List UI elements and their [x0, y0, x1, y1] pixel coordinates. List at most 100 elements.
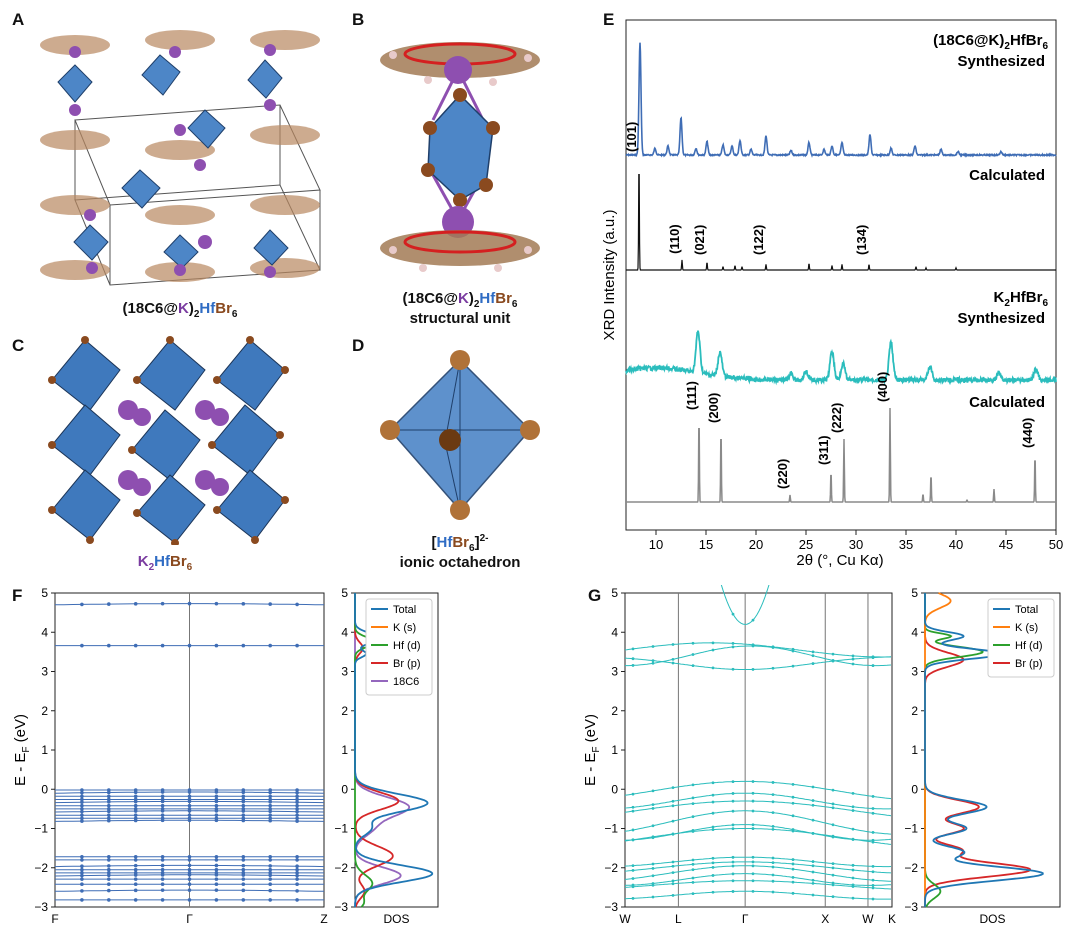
band-point	[751, 889, 755, 893]
band-point	[751, 860, 755, 864]
band-point	[80, 791, 84, 795]
band-point	[691, 868, 695, 872]
band-point	[241, 799, 246, 804]
xrd-labels: (18C6@K)2HfBr6SynthesizedCalculated(101)…	[624, 32, 1048, 489]
dos-y-tick-label: 0	[911, 782, 918, 796]
xrd-x-tick-label: 10	[649, 537, 663, 552]
band-point	[133, 799, 138, 804]
band-point	[214, 867, 219, 872]
band-point	[268, 803, 273, 808]
band-point	[80, 854, 84, 859]
kpoint-label: W	[619, 912, 631, 926]
band-point	[295, 813, 299, 817]
band-line	[624, 792, 892, 810]
band-point	[731, 645, 735, 649]
band-point	[107, 864, 111, 868]
band-y-tick-label: 1	[611, 743, 618, 757]
dos-legend-label: Br (p)	[1015, 658, 1043, 670]
band-point	[671, 804, 675, 808]
band-point	[631, 838, 635, 842]
band-line	[624, 861, 892, 874]
octahedra-c	[51, 339, 286, 544]
band-point	[791, 891, 795, 895]
panel-label-f: F	[12, 586, 23, 605]
band-point	[268, 794, 273, 799]
band-point	[771, 890, 775, 894]
band-point	[651, 824, 655, 828]
xrd-miller-label: (400)	[875, 372, 890, 402]
band-point	[295, 864, 299, 869]
band-point	[160, 809, 165, 813]
band-point	[295, 898, 299, 902]
xrd-x-tick-label: 40	[949, 537, 963, 552]
band-point	[214, 888, 219, 892]
band-point	[831, 652, 835, 656]
band-point	[751, 791, 755, 795]
band-point	[133, 888, 138, 893]
xrd-miller-label: (110)	[667, 224, 682, 254]
band-point	[160, 803, 165, 808]
band-point	[268, 602, 273, 606]
xrd-x-axis: 10 15 20 25 30 35 40 45 50	[649, 530, 1063, 552]
band-point	[871, 664, 875, 667]
band-y-tick-label: 3	[41, 665, 48, 679]
band-point	[241, 809, 246, 813]
band-y-tick-label: 3	[611, 665, 618, 679]
dos-legend-label: Hf (d)	[393, 640, 421, 652]
band-point	[651, 645, 655, 648]
band-point	[731, 792, 735, 795]
band-point	[811, 803, 815, 807]
dos-legend-label: Total	[393, 604, 416, 616]
band-structure-f: −3 −2 −1 0 1 2 3 4 5 E - EF (eV) F Γ Z −3 −2 −1 0 1 2 3 4 5 D…	[12, 586, 439, 926]
band-point	[187, 809, 192, 813]
band-point	[631, 664, 635, 667]
band-point	[671, 657, 675, 661]
band-point	[851, 827, 855, 831]
crown-ether-bottom	[380, 230, 540, 272]
xrd-series-line	[626, 174, 1056, 271]
dos-y-tick-label: 2	[341, 704, 348, 718]
band-point	[133, 882, 138, 887]
band-point	[771, 811, 775, 815]
band-point	[133, 858, 138, 862]
band-point	[80, 816, 84, 821]
band-point	[731, 612, 735, 616]
dos-legend-label: 18C6	[393, 676, 419, 688]
band-point	[214, 813, 219, 817]
band-point	[791, 801, 795, 805]
band-point	[214, 794, 219, 799]
band-point	[831, 802, 835, 806]
band-point	[731, 823, 735, 827]
band-point	[80, 867, 84, 872]
xrd-traces	[625, 42, 1057, 503]
band-point	[214, 790, 219, 794]
band-point	[711, 825, 715, 829]
band-point	[133, 790, 138, 795]
band-point	[731, 667, 735, 671]
xrd-miller-label: (222)	[829, 403, 844, 433]
band-point	[731, 827, 735, 831]
band-point	[214, 898, 219, 902]
xrd-x-tick-label: 30	[849, 537, 863, 552]
band-point	[691, 796, 695, 800]
band-point	[214, 803, 219, 808]
band-point	[871, 886, 875, 890]
band-point	[268, 898, 273, 902]
dos-y-tick-label: 1	[341, 743, 348, 757]
band-point	[751, 855, 755, 859]
band-point	[187, 888, 192, 892]
band-point	[214, 799, 219, 804]
band-point	[241, 873, 246, 877]
band-point	[107, 643, 111, 648]
band-point	[295, 791, 299, 795]
band-point	[160, 790, 165, 794]
band-point	[751, 780, 755, 783]
band-point	[831, 806, 835, 810]
band-point	[133, 877, 138, 881]
band-point	[751, 643, 755, 647]
band-point	[711, 781, 715, 785]
band-point	[871, 795, 875, 798]
band-y-tick-label: 5	[611, 586, 618, 600]
band-point	[651, 883, 655, 887]
band-point	[80, 873, 84, 878]
